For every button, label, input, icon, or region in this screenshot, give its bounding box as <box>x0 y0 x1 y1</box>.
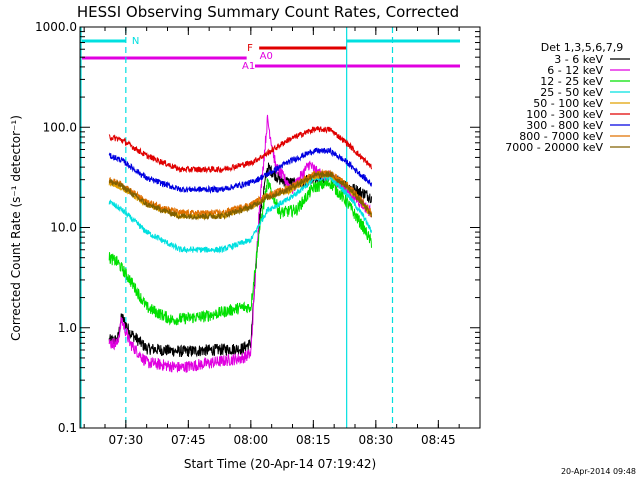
legend-entry-label: 7000 - 20000 keV <box>505 141 603 154</box>
x-tick-label: 07:45 <box>171 433 206 447</box>
flag-label: N <box>132 36 139 47</box>
series-line-5 <box>108 126 372 174</box>
x-tick-label: 08:15 <box>296 433 331 447</box>
flag-label: F <box>247 43 253 54</box>
legend-entry-label: 3 - 6 keV <box>554 53 603 66</box>
series-line-8 <box>108 171 372 221</box>
y-axis-ticks: 0.1 1.0 10.0 100.0 1000.0 <box>35 20 480 435</box>
legend-entry-label: 100 - 300 keV <box>526 108 603 121</box>
x-tick-label: 08:00 <box>234 433 269 447</box>
x-axis-label: Start Time (20-Apr-14 07:19:42) <box>184 457 376 471</box>
legend-header: Det 1,3,5,6,7,9 <box>541 41 624 54</box>
y-axis-label: Corrected Count Rate (s⁻¹ detector⁻¹) <box>9 115 23 341</box>
legend-entry-label: 25 - 50 keV <box>540 86 603 99</box>
legend-entry-label: 6 - 12 keV <box>547 64 603 77</box>
series-line-6 <box>108 146 372 195</box>
y-tick-label: 1000.0 <box>35 20 77 34</box>
x-tick-label: 07:30 <box>109 433 144 447</box>
y-tick-label: 0.1 <box>58 421 77 435</box>
y-tick-label: 100.0 <box>43 120 77 134</box>
observing-flags: N F A0 A1 <box>82 36 460 72</box>
x-tick-label: 08:45 <box>421 433 456 447</box>
legend-entry-label: 50 - 100 keV <box>533 97 603 110</box>
footer-timestamp: 20-Apr-2014 09:48 <box>561 467 636 476</box>
series-line-0 <box>108 162 372 358</box>
legend-entry-label: 800 - 7000 keV <box>519 130 603 143</box>
y-tick-label: 1.0 <box>58 321 77 335</box>
x-axis-ticks: 07:30 07:45 08:00 08:15 08:30 08:45 <box>83 27 460 447</box>
flag-label: A0 <box>260 51 273 62</box>
legend-entry-label: 12 - 25 keV <box>540 75 603 88</box>
flag-label: A1 <box>242 61 255 72</box>
vertical-markers <box>80 27 394 428</box>
data-series <box>108 114 372 373</box>
x-tick-label: 08:30 <box>359 433 394 447</box>
series-line-2 <box>108 177 372 326</box>
chart-title: HESSI Observing Summary Count Rates, Cor… <box>77 3 459 21</box>
legend-entry-label: 300 - 800 keV <box>526 119 603 132</box>
y-tick-label: 10.0 <box>50 221 77 235</box>
